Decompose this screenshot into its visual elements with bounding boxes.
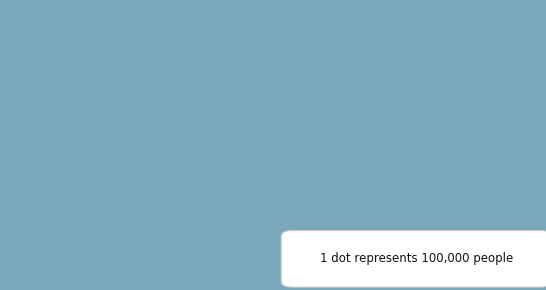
Text: 1 dot represents 100,000 people: 1 dot represents 100,000 people [320, 252, 513, 265]
FancyBboxPatch shape [281, 231, 546, 287]
